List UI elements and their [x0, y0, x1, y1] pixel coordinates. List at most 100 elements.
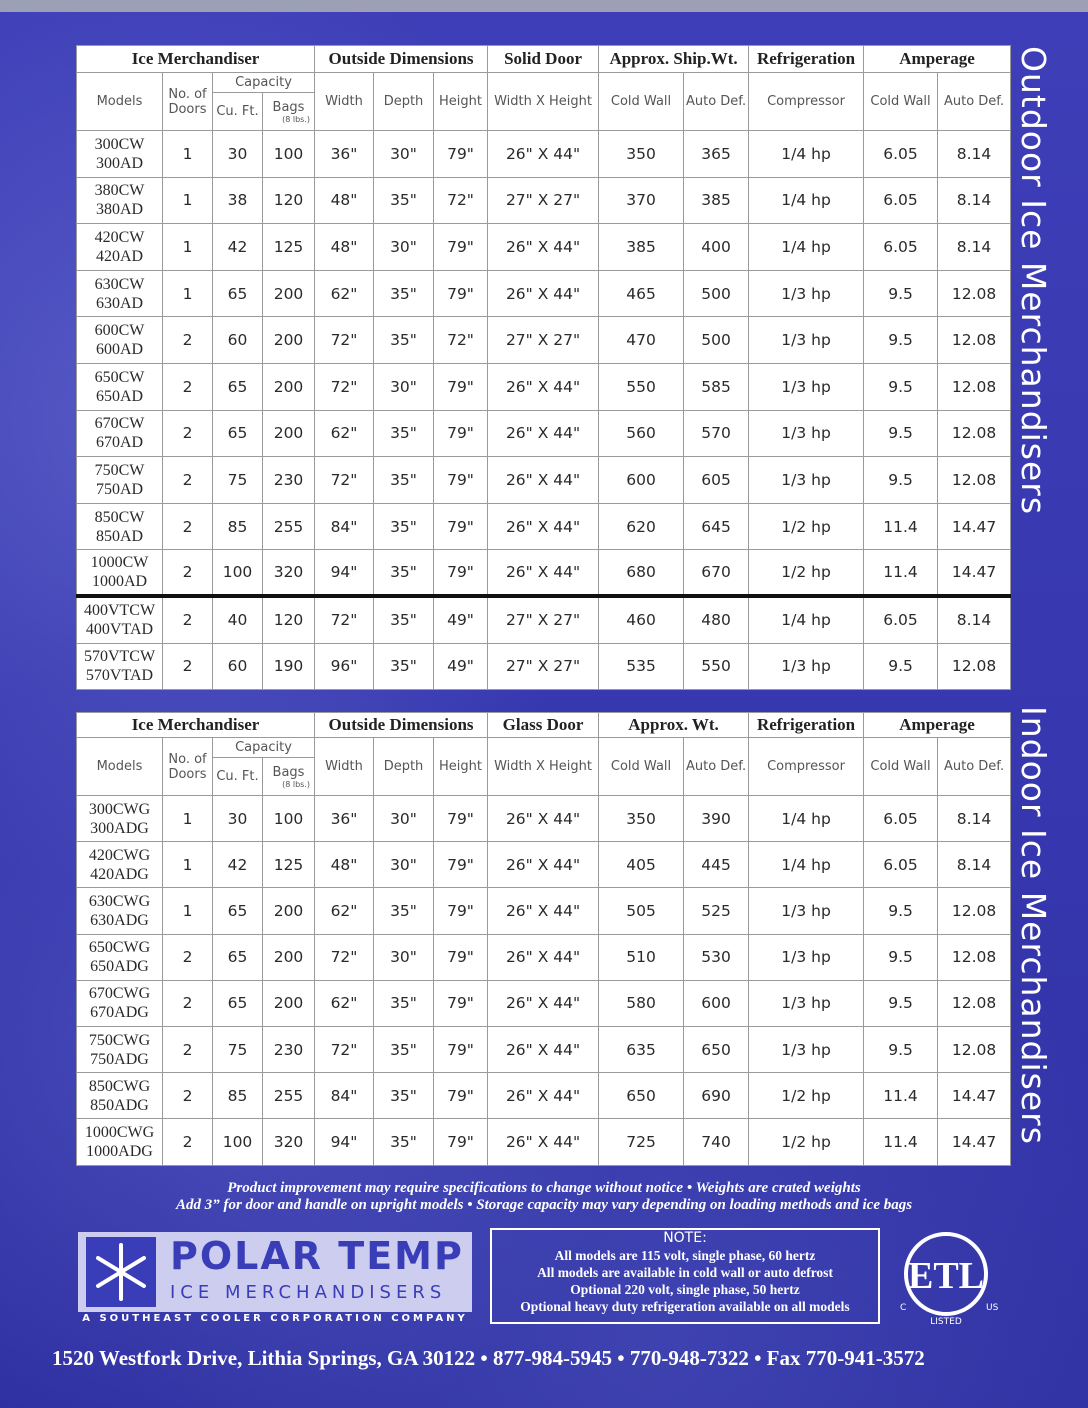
table-cell: 600 — [598, 456, 685, 504]
column-header: Auto Def. — [683, 72, 750, 131]
table-cell: 35" — [373, 1118, 434, 1166]
table-cell: 65 — [212, 887, 263, 935]
model-name: 670CWG — [88, 985, 151, 1003]
column-header: No. of Doors — [162, 737, 213, 796]
model-name: 300ADG — [90, 819, 149, 837]
table-cell: 1 — [162, 223, 213, 271]
table-cell: 9.5 — [863, 887, 939, 935]
table-cell: 40 — [212, 595, 263, 644]
table-cell: 1 — [162, 269, 213, 318]
table-cell: 26" X 44" — [487, 130, 600, 178]
group-header: Amperage — [863, 712, 1012, 738]
table-cell: 60 — [212, 642, 263, 691]
table-cell: 84" — [314, 1072, 374, 1120]
table-cell: 27" X 27" — [487, 176, 600, 225]
model-cell: 1000CW 1000AD — [76, 549, 163, 597]
table-cell: 525 — [683, 887, 750, 935]
column-header: Cold Wall — [598, 737, 685, 796]
etl-listed: LISTED — [930, 1317, 962, 1327]
model-name: 380CW — [94, 182, 145, 200]
table-row: 850CWG 850ADG 2 85 255 84" 35" 79" 26" X 44" 650 6… — [76, 1072, 1012, 1120]
table-cell: 96" — [314, 642, 374, 691]
note-title: NOTE: — [663, 1230, 707, 1246]
model-name: 600AD — [95, 341, 144, 359]
table-cell: 120 — [262, 176, 315, 225]
table-cell: 2 — [162, 409, 213, 458]
model-name: 420CWG — [88, 846, 151, 864]
table-cell: 26" X 44" — [487, 794, 600, 843]
table-cell: 740 — [683, 1118, 750, 1166]
table-cell: 510 — [598, 933, 685, 981]
group-header: Ice Merchandiser — [76, 45, 315, 73]
table-cell: 230 — [262, 1025, 315, 1074]
table-cell: 12.08 — [937, 456, 1012, 504]
table-cell: 35" — [373, 409, 434, 458]
column-header: Depth — [373, 72, 434, 131]
table-cell: 8.14 — [937, 223, 1012, 271]
model-name: 1000CWG — [84, 1123, 155, 1141]
model-cell: 1000CWG 1000ADG — [76, 1118, 163, 1166]
table-cell: 320 — [262, 549, 315, 597]
table-cell: 26" X 44" — [487, 1025, 600, 1074]
column-header: Bags (8 lbs.) — [262, 92, 315, 131]
table-cell: 36" — [314, 130, 374, 178]
table-cell: 350 — [598, 794, 685, 843]
table-cell: 30" — [373, 223, 434, 271]
table-cell: 1 — [162, 176, 213, 225]
table-cell: 35" — [373, 176, 434, 225]
table-cell: 85 — [212, 502, 263, 551]
table-cell: 445 — [683, 841, 750, 889]
model-name: 750AD — [95, 480, 144, 498]
column-header-text: Bags — [272, 764, 305, 780]
column-header: Cu. Ft. — [212, 92, 263, 131]
table-cell: 8.14 — [937, 595, 1012, 644]
model-cell: 300CW 300AD — [76, 130, 163, 178]
table-cell: 84" — [314, 502, 374, 551]
column-header: Width — [314, 72, 374, 131]
table-cell: 650 — [598, 1072, 685, 1120]
table-row: 400VTCW 400VTAD 2 40 120 72" 35" 49" 27" X 27" 46… — [76, 595, 1012, 644]
table-cell: 120 — [262, 595, 315, 644]
table-cell: 8.14 — [937, 176, 1012, 225]
model-cell: 630CWG 630ADG — [76, 887, 163, 935]
group-header: Refrigeration — [748, 45, 865, 73]
model-name: 750ADG — [90, 1050, 149, 1068]
table-cell: 30" — [373, 841, 434, 889]
column-header: Height — [432, 72, 489, 131]
table-cell: 365 — [683, 130, 750, 178]
model-name: 650ADG — [90, 958, 149, 976]
group-header: Outside Dimensions — [313, 712, 489, 738]
model-cell: 650CW 650AD — [76, 362, 163, 411]
table-cell: 480 — [683, 595, 750, 644]
table-cell: 560 — [598, 409, 685, 458]
table-cell: 94" — [314, 549, 374, 597]
table-row: 750CWG 750ADG 2 75 230 72" 35" 79" 26" X 44" 635 6… — [76, 1025, 1012, 1074]
table-cell: 200 — [262, 933, 315, 981]
model-name: 850CWG — [88, 1077, 151, 1095]
table-cell: 35" — [373, 316, 434, 364]
table-cell: 385 — [683, 176, 750, 225]
table-row: 630CWG 630ADG 1 65 200 62" 35" 79" 26" X 44" 505 5… — [76, 887, 1012, 935]
table-cell: 6.05 — [863, 841, 939, 889]
table-cell: 200 — [262, 409, 315, 458]
model-name: 630AD — [95, 294, 144, 312]
table-cell: 79" — [432, 979, 489, 1027]
table-cell: 390 — [683, 794, 750, 843]
table-cell: 62" — [314, 269, 374, 318]
model-name: 570VTAD — [85, 667, 154, 685]
table-cell: 65 — [212, 269, 263, 318]
capacity-header: Capacity — [212, 737, 315, 758]
model-name: 300CWG — [88, 800, 151, 818]
table-cell: 2 — [162, 362, 213, 411]
etl-mark: ETL — [908, 1255, 984, 1297]
column-header: Width X Height — [487, 72, 600, 131]
model-name: 850AD — [95, 527, 144, 545]
note-line: Optional 220 volt, single phase, 50 hert… — [570, 1282, 800, 1297]
table-cell: 35" — [373, 642, 434, 691]
model-name: 850ADG — [90, 1096, 149, 1114]
table-cell: 60 — [212, 316, 263, 364]
model-cell: 300CWG 300ADG — [76, 794, 163, 843]
table-cell: 620 — [598, 502, 685, 551]
table-row: 1000CW 1000AD 2 100 320 94" 35" 79" 26" X 44" 680… — [76, 549, 1012, 597]
table-cell: 30" — [373, 933, 434, 981]
